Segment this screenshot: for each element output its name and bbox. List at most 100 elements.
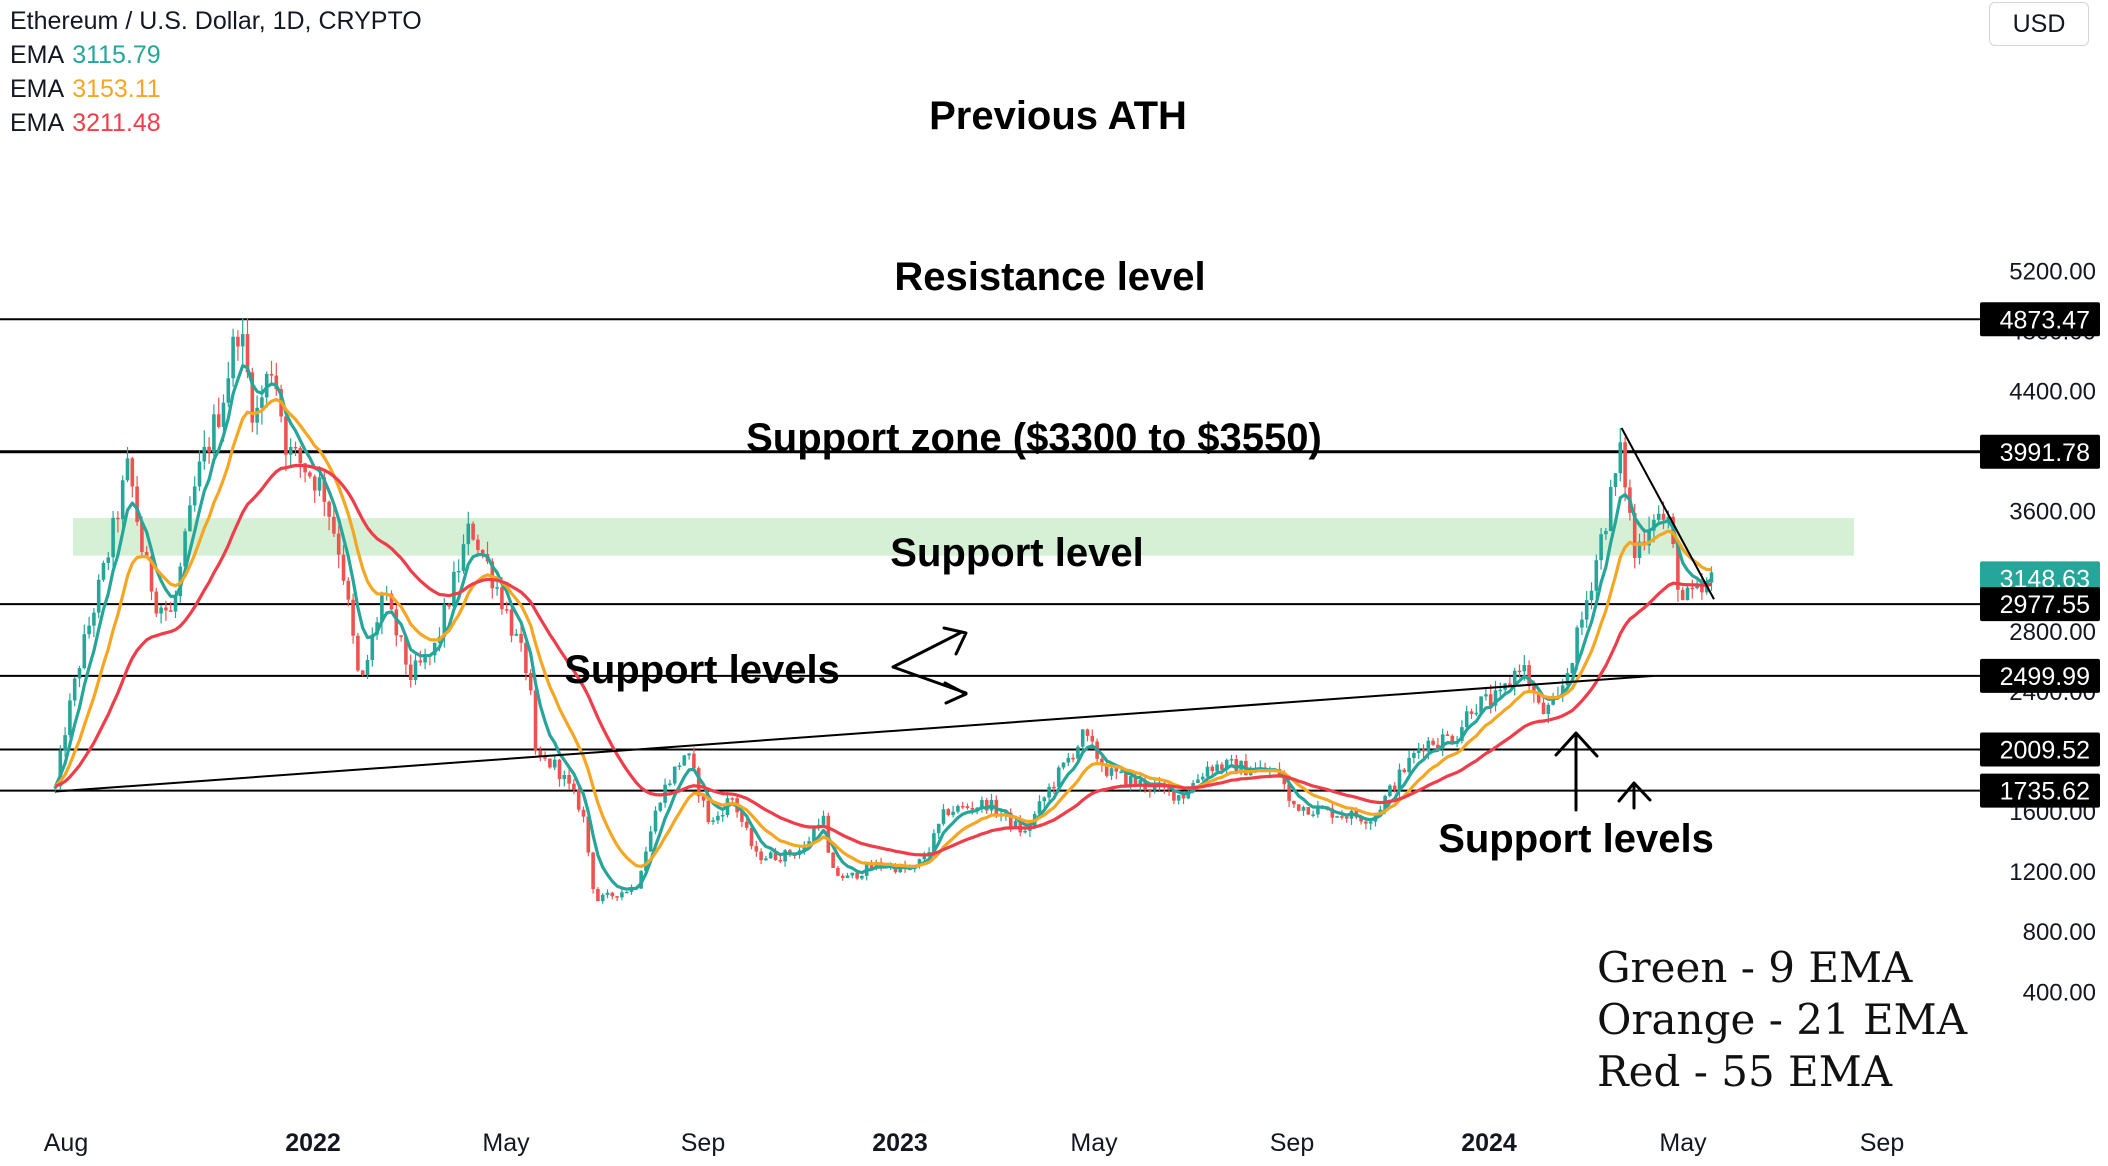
annotation-label: Support levels — [1438, 817, 1714, 861]
candle-body — [941, 809, 946, 824]
candle-body — [456, 570, 461, 573]
candle-body — [1316, 806, 1320, 815]
y-tick-label: 400.00 — [2023, 979, 2096, 1006]
candle-body — [1560, 685, 1565, 696]
x-tick-label: 2022 — [285, 1129, 341, 1157]
x-tick-label: May — [1659, 1129, 1707, 1157]
candle-body — [404, 636, 408, 665]
price-tag-label: 2009.52 — [2000, 737, 2090, 765]
candle-body — [192, 486, 197, 506]
candle-body — [581, 809, 586, 817]
candle-body — [1618, 442, 1623, 474]
candle-body — [1037, 801, 1042, 814]
candle-body — [951, 811, 955, 816]
candle-body — [1613, 473, 1618, 487]
trendlines — [55, 427, 1715, 793]
ema-line — [54, 397, 1712, 868]
candle-body — [576, 789, 581, 810]
candle-body — [1440, 734, 1445, 749]
x-tick-label: May — [482, 1129, 530, 1157]
candle-body — [480, 549, 485, 554]
support-zone-band — [73, 518, 1854, 556]
candle-body — [509, 609, 514, 636]
chart-legend: Ethereum / U.S. Dollar, 1D, CRYPTO EMA 31… — [10, 4, 422, 140]
candle-body — [528, 673, 533, 691]
candle-body — [293, 446, 298, 449]
symbol-title: Ethereum / U.S. Dollar, 1D, CRYPTO — [10, 7, 422, 35]
x-tick-label: 2024 — [1461, 1129, 1517, 1157]
candle-body — [1565, 673, 1570, 686]
candle-body — [1080, 729, 1085, 747]
candle-body — [1676, 543, 1680, 590]
candle-body — [442, 604, 447, 637]
candle-body — [1498, 689, 1503, 692]
candle-body — [970, 807, 975, 810]
currency-button[interactable]: USD — [1989, 2, 2089, 46]
price-tag-bg — [1980, 658, 2100, 693]
candle-body — [1128, 776, 1133, 786]
candle-body — [620, 892, 624, 898]
candle-body — [140, 521, 144, 552]
candle-body — [711, 820, 715, 822]
candle-body — [687, 753, 691, 756]
candle-body — [1508, 683, 1512, 686]
candle-body — [1364, 821, 1368, 824]
candle-body — [1402, 769, 1407, 773]
candle-body — [1604, 530, 1608, 535]
candle-body — [341, 554, 346, 581]
candle-body — [423, 655, 427, 663]
trendline — [55, 674, 1655, 793]
candle-body — [1119, 771, 1123, 774]
candle-body — [840, 875, 845, 879]
candle-body — [552, 759, 557, 768]
candle-body — [504, 609, 509, 611]
candle-body — [168, 610, 173, 612]
candle-body — [519, 633, 523, 643]
candle-body — [1200, 776, 1205, 780]
candle-body — [1124, 771, 1128, 786]
candle-body — [1248, 771, 1253, 776]
price-tag-bg — [1980, 434, 2100, 469]
candle-body — [860, 875, 864, 879]
candle-body — [1512, 670, 1517, 686]
candle-body — [1359, 817, 1363, 822]
candle-body — [1104, 765, 1109, 776]
candle-body — [596, 889, 600, 902]
candle-body — [821, 815, 826, 825]
x-tick-label: Sep — [1270, 1129, 1314, 1157]
candle-body — [1152, 784, 1157, 791]
candle-body — [116, 517, 120, 520]
candle-body — [567, 774, 571, 784]
candle-body — [1335, 816, 1339, 818]
candle-body — [1464, 711, 1469, 728]
candle-body — [1700, 584, 1704, 593]
price-tag-bg — [1980, 732, 2100, 767]
time-axis[interactable]: Aug 2022 May Sep 2023 May Sep 2024 May Sep — [44, 1129, 1904, 1157]
candle-body — [1210, 766, 1215, 772]
candle-body — [1229, 759, 1234, 761]
price-tag-label: 2499.99 — [2000, 663, 2090, 691]
candle-body — [653, 810, 658, 832]
price-tag-label: 2977.55 — [2000, 591, 2090, 619]
candle-body — [720, 814, 725, 817]
candle-body — [706, 800, 711, 822]
candle-body — [682, 755, 687, 766]
candle-body — [1536, 693, 1541, 703]
price-tag-bg — [1980, 302, 2100, 337]
price-axis[interactable]: 400.00800.001200.001600.002000.002400.00… — [2009, 258, 2096, 1006]
candle-body — [932, 833, 936, 853]
candle-body — [836, 867, 840, 876]
candle-body — [1522, 665, 1527, 672]
candle-body — [317, 477, 322, 491]
candle-body — [1690, 587, 1695, 590]
candle-body — [461, 544, 466, 571]
candle-body — [850, 872, 855, 876]
candle-body — [773, 852, 778, 861]
candle-body — [696, 768, 701, 797]
candle-body — [284, 416, 288, 455]
candle-body — [1205, 766, 1210, 777]
candle-body — [1488, 694, 1493, 706]
candle-body — [548, 758, 552, 768]
candle-body — [207, 446, 211, 453]
